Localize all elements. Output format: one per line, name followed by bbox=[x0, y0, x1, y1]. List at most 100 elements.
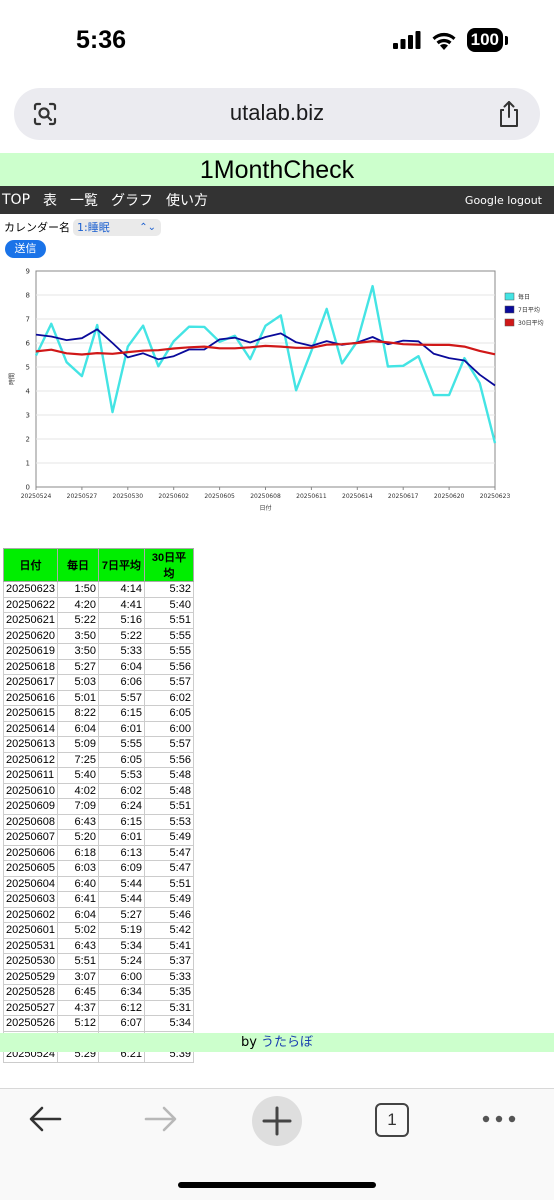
table-row: 20250526 5:12 6:07 5:34 bbox=[3, 1015, 194, 1032]
cell-daily: 6:04 bbox=[56, 906, 99, 923]
cell-date: 20250530 bbox=[3, 953, 58, 970]
table-row: 20250602 6:04 5:27 5:46 bbox=[3, 906, 194, 923]
status-bar: 5:36 100 bbox=[0, 0, 554, 82]
x-tick-label: 20250614 bbox=[342, 493, 373, 500]
cell-date: 20250613 bbox=[3, 736, 58, 753]
table-row: 20250611 5:40 5:53 5:48 bbox=[3, 767, 194, 784]
cell-date: 20250610 bbox=[3, 782, 58, 799]
table-row: 20250601 5:02 5:19 5:42 bbox=[3, 922, 194, 939]
cell-date: 20250607 bbox=[3, 829, 58, 846]
forward-arrow-icon[interactable] bbox=[140, 1097, 180, 1141]
cell-30day-avg: 5:51 bbox=[143, 798, 194, 815]
table-row: 20250619 3:50 5:33 5:55 bbox=[3, 643, 194, 660]
legend-daily-label: 毎日 bbox=[518, 293, 530, 301]
table-row: 20250606 6:18 6:13 5:47 bbox=[3, 844, 194, 861]
nav-graph[interactable]: グラフ bbox=[111, 193, 154, 209]
cell-30day-avg: 5:40 bbox=[143, 596, 194, 613]
address-url[interactable]: utalab.biz bbox=[229, 100, 325, 125]
more-dots-icon[interactable] bbox=[480, 1097, 520, 1141]
header-date: 日付 bbox=[3, 548, 58, 582]
footer-link[interactable]: うたらぼ bbox=[261, 1035, 314, 1050]
cell-date: 20250616 bbox=[3, 689, 58, 706]
footer: by うたらぼ bbox=[0, 1033, 554, 1052]
calendar-select[interactable]: 1:睡眠 ⌃⌄ bbox=[73, 218, 161, 236]
navbar: TOP 表 一覧 グラフ 使い方 Google logout bbox=[0, 186, 554, 214]
header-daily: 毎日 bbox=[56, 548, 99, 582]
header-7day-avg: 7日平均 bbox=[97, 548, 145, 582]
table-row: 20250528 6:45 6:34 5:35 bbox=[3, 984, 194, 1001]
x-tick-label: 20250605 bbox=[204, 493, 235, 500]
x-tick-label: 20250524 bbox=[21, 493, 52, 500]
cell-7day-avg: 5:34 bbox=[97, 937, 145, 954]
legend-daily-swatch bbox=[504, 292, 515, 301]
status-icons: 100 bbox=[392, 28, 508, 52]
table-row: 20250607 5:20 6:01 5:49 bbox=[3, 829, 194, 846]
legend-7day-avg-swatch bbox=[504, 305, 515, 314]
cell-date: 20250611 bbox=[3, 767, 58, 784]
nav-top[interactable]: TOP bbox=[2, 192, 31, 208]
battery-tip-icon bbox=[505, 35, 508, 45]
cell-7day-avg: 6:01 bbox=[97, 720, 145, 737]
cell-date: 20250605 bbox=[3, 860, 58, 877]
cell-7day-avg: 6:05 bbox=[97, 751, 145, 768]
cell-date: 20250612 bbox=[3, 751, 58, 768]
cell-7day-avg: 5:55 bbox=[97, 736, 145, 753]
table-body: 20250623 1:50 4:14 5:32 20250622 4:20 4:41 5:40… bbox=[3, 581, 194, 1063]
table-row: 20250527 4:37 6:12 5:31 bbox=[3, 999, 194, 1016]
header-30day-avg: 30日平均 bbox=[143, 548, 194, 582]
nav-howto[interactable]: 使い方 bbox=[166, 193, 209, 209]
table-row: 20250604 6:40 5:44 5:51 bbox=[3, 875, 194, 892]
share-icon[interactable] bbox=[496, 100, 522, 128]
table-row: 20250615 8:22 6:15 6:05 bbox=[3, 705, 194, 722]
cell-30day-avg: 5:49 bbox=[143, 829, 194, 846]
submit-button[interactable]: 送信 bbox=[5, 240, 46, 258]
footer-by: by bbox=[240, 1035, 257, 1050]
cell-30day-avg: 5:35 bbox=[143, 984, 194, 1001]
cell-daily: 4:20 bbox=[56, 596, 99, 613]
cell-daily: 5:40 bbox=[56, 767, 99, 784]
camera-search-icon[interactable] bbox=[32, 101, 58, 127]
cell-daily: 3:50 bbox=[56, 643, 99, 660]
legend-30day-avg-label: 30日平均 bbox=[518, 319, 544, 327]
new-tab-plus-icon[interactable] bbox=[251, 1095, 303, 1147]
cell-daily: 5:01 bbox=[56, 689, 99, 706]
google-logout-link[interactable]: Google logout bbox=[464, 193, 542, 207]
sleep-table: 日付 毎日 7日平均 30日平均 20250623 1:50 4:14 5:32 202… bbox=[3, 548, 194, 1063]
table-row: 20250608 6:43 6:15 5:53 bbox=[3, 813, 194, 830]
table-row: 20250612 7:25 6:05 5:56 bbox=[3, 751, 194, 768]
nav-list[interactable]: 一覧 bbox=[70, 193, 99, 209]
cell-date: 20250609 bbox=[3, 798, 58, 815]
cell-daily: 5:20 bbox=[56, 829, 99, 846]
cell-30day-avg: 5:33 bbox=[143, 968, 194, 985]
cell-daily: 3:50 bbox=[56, 627, 99, 644]
cell-date: 20250528 bbox=[3, 984, 58, 1001]
cell-date: 20250618 bbox=[3, 658, 58, 675]
cell-30day-avg: 5:57 bbox=[143, 736, 194, 753]
y-tick-label: 1 bbox=[26, 460, 30, 468]
series-daily-line bbox=[34, 284, 497, 444]
table-row: 20250618 5:27 6:04 5:56 bbox=[3, 658, 194, 675]
cell-date: 20250614 bbox=[3, 720, 58, 737]
cell-7day-avg: 6:13 bbox=[97, 844, 145, 861]
tab-count-button[interactable]: 1 bbox=[375, 1103, 409, 1137]
cell-daily: 3:07 bbox=[56, 968, 99, 985]
cell-7day-avg: 6:09 bbox=[97, 860, 145, 877]
table-row: 20250609 7:09 6:24 5:51 bbox=[3, 798, 194, 815]
nav-table[interactable]: 表 bbox=[43, 193, 58, 209]
cell-30day-avg: 5:31 bbox=[143, 999, 194, 1016]
y-tick-label: 2 bbox=[26, 436, 30, 444]
cell-date: 20250615 bbox=[3, 705, 58, 722]
cell-7day-avg: 5:57 bbox=[97, 689, 145, 706]
battery-level: 100 bbox=[466, 28, 503, 52]
cell-30day-avg: 5:55 bbox=[143, 627, 194, 644]
y-tick-label: 7 bbox=[26, 316, 30, 324]
cell-30day-avg: 6:00 bbox=[143, 720, 194, 737]
cell-daily: 5:03 bbox=[56, 674, 99, 691]
back-arrow-icon[interactable] bbox=[26, 1097, 66, 1141]
cell-date: 20250621 bbox=[3, 612, 58, 629]
cell-7day-avg: 5:33 bbox=[97, 643, 145, 660]
cell-7day-avg: 6:12 bbox=[97, 999, 145, 1016]
cell-7day-avg: 5:19 bbox=[97, 922, 145, 939]
table-row: 20250614 6:04 6:01 6:00 bbox=[3, 720, 194, 737]
address-bar[interactable]: utalab.biz bbox=[14, 88, 540, 140]
